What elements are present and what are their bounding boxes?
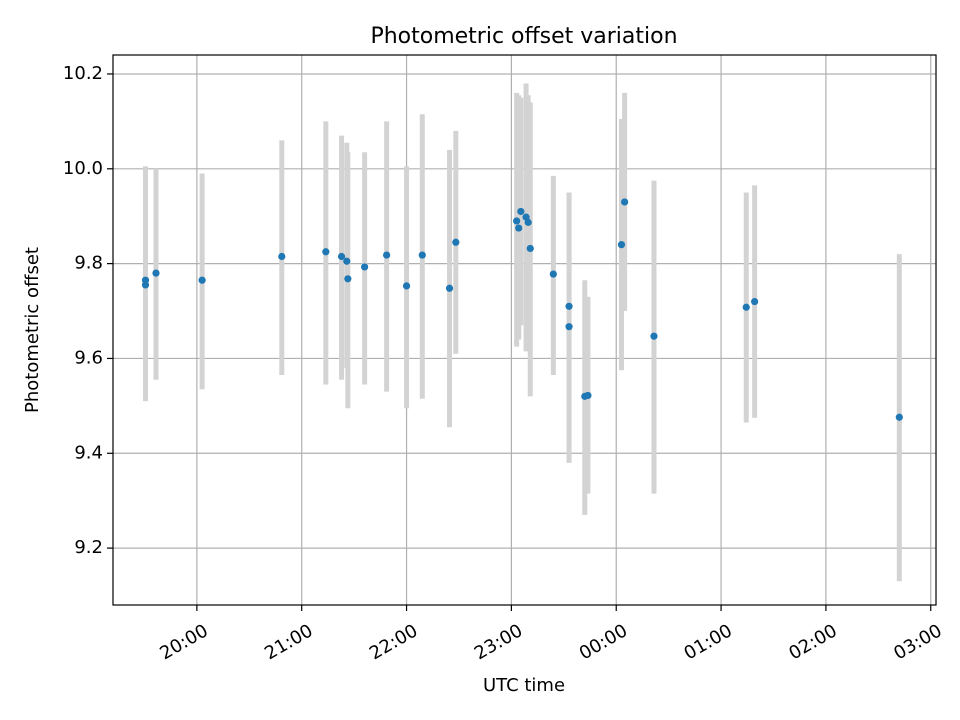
- x-axis-label: UTC time: [483, 675, 565, 696]
- data-point: [621, 198, 629, 206]
- y-axis-label: Photometric offset: [22, 247, 43, 413]
- data-point: [513, 217, 521, 225]
- data-point: [361, 263, 369, 271]
- x-tick-label: 23:00: [471, 620, 526, 664]
- y-tick-label: 10.2: [63, 63, 103, 84]
- data-point: [650, 332, 658, 340]
- y-tick-label: 9.4: [74, 442, 103, 463]
- x-tick-label: 00:00: [576, 620, 631, 664]
- data-point: [515, 224, 523, 232]
- data-point: [751, 297, 759, 306]
- data-point: [418, 251, 426, 259]
- data-point: [584, 391, 592, 400]
- data-point: [198, 276, 206, 284]
- chart-title: Photometric offset variation: [370, 24, 677, 49]
- y-tick-label: 10.0: [63, 158, 103, 179]
- data-point: [526, 244, 534, 253]
- axis-ticks: 20:00 21:00 22:00 23:00 00:00 01:00 02:00 03:00…: [63, 63, 946, 664]
- x-tick-label: 22:00: [366, 620, 421, 664]
- data-point: [278, 252, 286, 261]
- plot-frame: [112, 54, 937, 606]
- data-point: [452, 238, 460, 246]
- data-point: [445, 284, 454, 292]
- x-tick-label: 02:00: [785, 620, 840, 664]
- x-tick-label: 03:00: [890, 620, 945, 664]
- data-point: [402, 282, 411, 290]
- error-bars: [143, 83, 902, 582]
- data-point: [565, 323, 573, 331]
- data-point: [383, 251, 391, 259]
- x-tick-label: 01:00: [681, 620, 736, 664]
- x-tick-label: 20:00: [156, 620, 211, 664]
- data-point: [337, 252, 346, 261]
- data-point: [895, 413, 903, 421]
- data-point: [517, 207, 525, 216]
- data-point: [524, 218, 532, 226]
- data-points: [141, 198, 903, 421]
- data-point: [742, 303, 750, 311]
- data-point: [617, 241, 626, 249]
- y-tick-label: 9.8: [74, 253, 103, 274]
- y-tick-label: 9.6: [74, 347, 103, 368]
- data-point: [549, 270, 557, 278]
- data-point: [141, 281, 150, 289]
- data-point: [343, 257, 351, 265]
- data-point: [152, 269, 160, 277]
- data-point: [565, 302, 573, 310]
- y-tick-label: 9.2: [74, 537, 103, 558]
- data-point: [344, 275, 352, 283]
- x-tick-label: 21:00: [261, 620, 316, 664]
- data-point: [322, 248, 330, 256]
